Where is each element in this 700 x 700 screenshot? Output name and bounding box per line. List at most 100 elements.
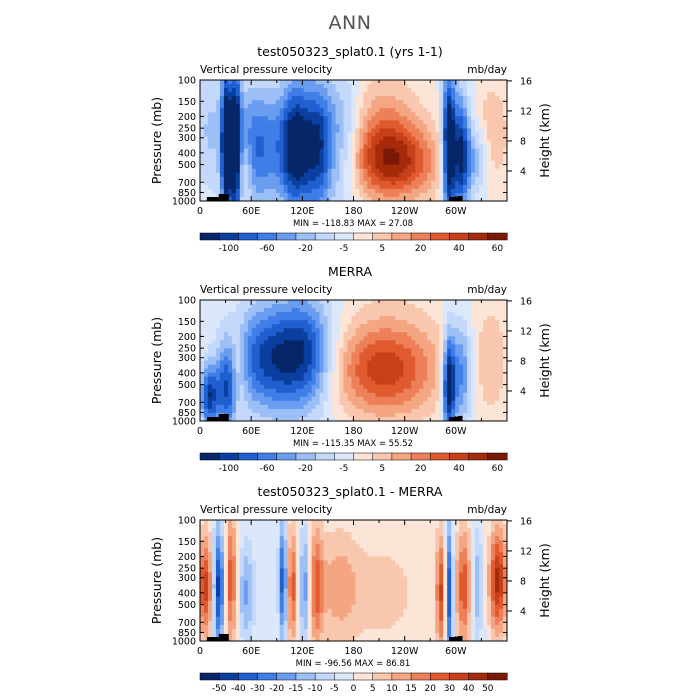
y-tick-label: 150 [178,317,196,328]
colorbar-label: 15 [405,684,416,694]
colorbar-swatch [449,452,470,461]
colorbar-label: -10 [308,684,323,694]
height-tick-label: 4 [520,386,526,397]
colorbar-swatch [199,452,220,461]
panel-title: test050323_splat0.1 - MERRA [257,484,443,499]
colorbar-label: 0 [351,684,357,694]
panel-merra: MERRA Vertical pressure velocity mb/day 10… [0,260,700,475]
colorbar-label: 30 [444,684,456,694]
x-tick-label: 60E [242,206,260,217]
colorbar-swatch [410,672,431,681]
colorbar-swatch [487,452,508,461]
y-tick-label: 700 [178,178,196,189]
y-tick-label: 1000 [172,637,196,648]
colorbar-swatch [238,452,259,461]
right-axis-label: Height (km) [537,103,552,177]
colorbar-label: -100 [219,464,240,474]
y-tick-label: 150 [178,97,196,108]
colorbar-label: 20 [425,684,437,694]
colorbar-swatch [487,672,508,681]
colorbar-swatch [391,672,412,681]
panel-subtitle: Vertical pressure velocity [200,284,332,296]
colorbar-label: 5 [379,244,385,254]
chart-difference: Vertical pressure velocity mb/day10015020… [149,504,552,694]
x-tick-label: 120E [290,646,314,657]
x-tick-label: 120W [391,426,419,437]
colorbar-swatch [449,232,470,241]
colorbar-swatch [372,452,393,461]
y-tick-label: 300 [178,573,196,584]
y-tick-label: 300 [178,133,196,144]
height-tick-label: 8 [520,136,526,147]
colorbar-label: -15 [289,684,304,694]
y-tick-label: 850 [178,628,196,639]
colorbar-swatch [430,452,450,461]
colorbar-swatch [238,232,259,241]
units-label: mb/day [467,284,507,296]
colorbar-swatch [468,232,489,241]
colorbar-swatch [410,232,431,241]
colorbar-swatch [276,232,297,241]
x-tick-label: 60W [445,646,467,657]
height-tick-label: 12 [520,106,532,117]
height-tick-label: 4 [520,166,526,177]
colorbar-label: 40 [453,244,465,254]
x-tick-label: 120E [290,206,314,217]
field-plot [200,80,508,202]
colorbar: -100 -60 -20 -5 5 20 40 60 [199,452,508,474]
y-tick-label: 100 [178,76,196,87]
colorbar-swatch [353,452,374,461]
colorbar-swatch [372,672,393,681]
height-tick-label: 8 [520,576,526,587]
field-plot [200,520,508,642]
y-tick-label: 100 [178,516,196,527]
colorbar-swatch [314,672,335,681]
colorbar-swatch [372,232,393,241]
panel-title: MERRA [327,264,373,279]
colorbar-swatch [314,452,335,461]
colorbar-swatch [257,672,278,681]
units-label: mb/day [467,504,507,516]
y-tick-label: 250 [178,124,196,135]
y-axis-label: Pressure (mb) [149,317,164,404]
colorbar-label: 10 [386,684,398,694]
topography-mask [206,194,463,201]
colorbar-label: -5 [330,684,339,694]
y-tick-label: 100 [178,296,196,307]
y-tick-label: 250 [178,564,196,575]
colorbar-label: -20 [298,464,313,474]
x-tick-label: 0 [197,206,203,217]
colorbar: -50 -40 -30 -20 -15 -10 -5 0 5 10 15 20 30 40 50 [199,672,508,694]
x-tick-label: 120W [391,646,419,657]
height-tick-label: 16 [520,516,532,527]
colorbar-swatch [449,672,470,681]
topography-mask [206,414,463,421]
colorbar-swatch [391,452,412,461]
height-tick-label: 4 [520,606,526,617]
colorbar-label: 20 [415,244,427,254]
colorbar-swatch [218,672,239,681]
height-tick-label: 8 [520,356,526,367]
right-axis-label: Height (km) [537,543,552,617]
panel-title: test050323_splat0.1 (yrs 1-1) [257,44,443,59]
x-tick-label: 180 [344,646,362,657]
units-label: mb/day [467,64,507,76]
colorbar-swatch [314,232,335,241]
x-tick-label: 60W [445,426,467,437]
panel-difference: test050323_splat0.1 - MERRA Vertical pre… [0,480,700,695]
colorbar-label: 60 [492,244,504,254]
colorbar-swatch [295,452,316,461]
stats-text: MIN = -115.35 MAX = 55.52 [293,439,413,449]
colorbar-label: 40 [453,464,465,474]
colorbar-label: -20 [298,244,313,254]
stats-text: MIN = -96.56 MAX = 86.81 [296,659,411,669]
colorbar-swatch [238,672,259,681]
colorbar-swatch [295,672,316,681]
colorbar-label: -30 [250,684,265,694]
x-tick-label: 0 [197,646,203,657]
x-tick-label: 180 [344,426,362,437]
x-tick-label: 120W [391,206,419,217]
y-tick-label: 850 [178,408,196,419]
colorbar-swatch [353,672,374,681]
colorbar-label: -50 [212,684,227,694]
